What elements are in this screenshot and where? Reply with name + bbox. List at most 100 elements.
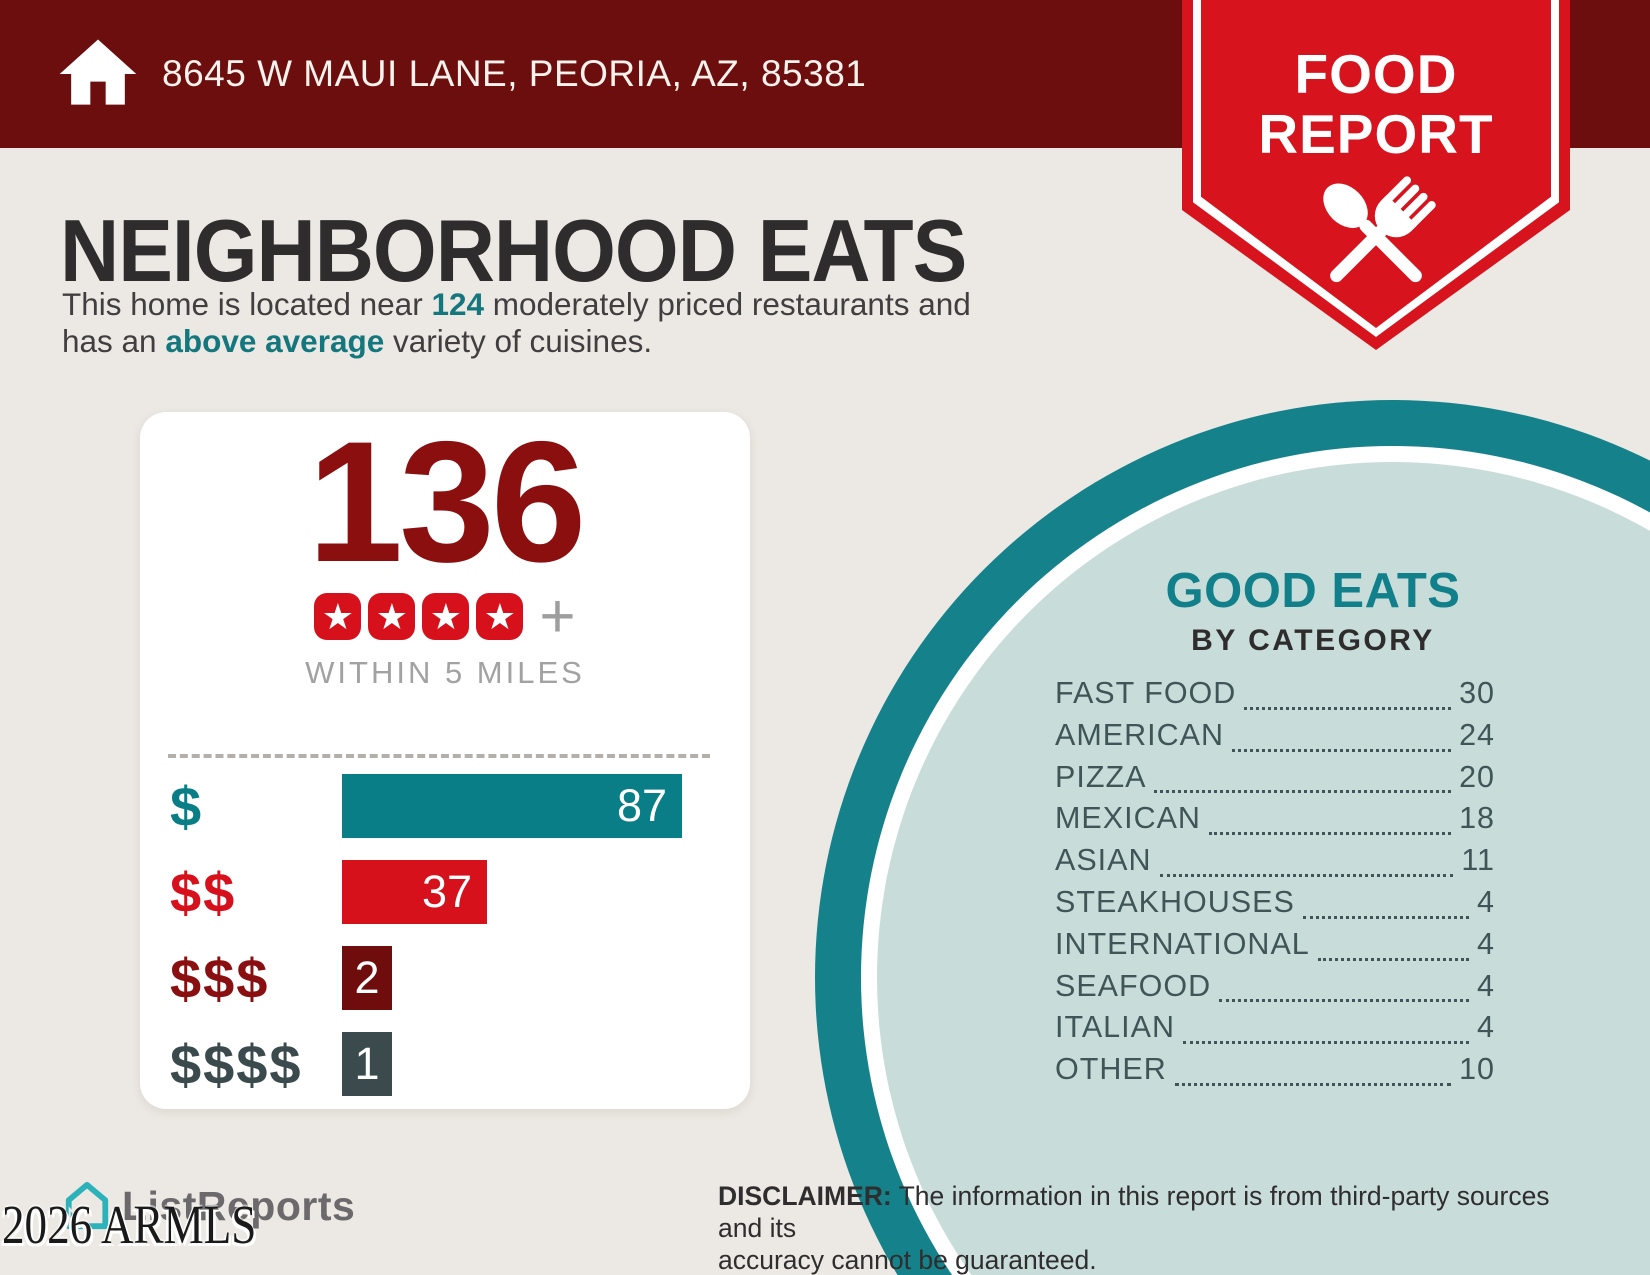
bar-row: $$ 37 — [140, 860, 750, 924]
category-row: FAST FOOD 30 — [1055, 676, 1495, 718]
category-value: 10 — [1459, 1052, 1495, 1087]
category-leader — [1159, 873, 1454, 877]
disclaimer-text1: The information in this report is from t… — [718, 1181, 1550, 1243]
category-value: 20 — [1459, 759, 1495, 794]
category-row: MEXICAN 18 — [1055, 801, 1495, 843]
dashed-divider — [168, 754, 710, 758]
category-value: 4 — [1477, 926, 1495, 961]
disclaimer-line2: accuracy cannot be guaranteed. — [718, 1244, 1558, 1275]
good-eats-title: GOOD EATS — [1165, 564, 1461, 618]
category-leader — [1183, 1041, 1470, 1045]
variety-highlight: above average — [165, 323, 385, 359]
bar-row: $$$$ 1 — [140, 1032, 750, 1096]
intro-line1-pre: This home is located near — [62, 286, 432, 322]
intro-line2-pre: has an — [62, 323, 166, 359]
price-label: $$$$ — [170, 1032, 303, 1096]
price-label: $$$ — [170, 946, 270, 1010]
circle-white-ring — [861, 446, 1650, 1275]
bar-value: 2 — [354, 952, 380, 1003]
category-value: 30 — [1459, 676, 1495, 710]
category-label: FAST FOOD — [1055, 676, 1237, 710]
restaurant-count: 124 — [431, 286, 484, 322]
bar-value: 87 — [616, 780, 667, 831]
category-row: SEAFOOD 4 — [1055, 969, 1495, 1011]
yelp-star-icon: ★ — [368, 593, 416, 640]
bar-value: 37 — [421, 866, 472, 917]
badge-title: FOOD REPORT — [1182, 44, 1570, 164]
stats-card: 136 ★ ★ ★ ★ + WITHIN 5 MILES $ 87 $$ 37 $$$ … — [140, 412, 750, 1109]
category-list: FAST FOOD 30 AMERICAN 24 PIZZA 20 MEXICA… — [1055, 676, 1495, 1094]
yelp-star-icon: ★ — [476, 593, 524, 640]
category-row: STEAKHOUSES 4 — [1055, 885, 1495, 927]
category-row: ASIAN 11 — [1055, 843, 1495, 885]
price-bar-chart: $ 87 $$ 37 $$$ 2 $$$$ 1 — [140, 774, 750, 1118]
category-label: PIZZA — [1055, 759, 1147, 794]
listreports-logo-text: ListReports — [122, 1182, 356, 1229]
watermark: 2026 ARMLS — [2, 1194, 257, 1255]
category-leader — [1244, 706, 1452, 710]
disclaimer-label: DISCLAIMER: — [718, 1181, 892, 1211]
star-rating: ★ ★ ★ ★ + — [140, 582, 750, 651]
listreports-logo: ListReports — [62, 1180, 355, 1232]
price-bar: 37 — [342, 860, 487, 924]
price-label: $$ — [170, 860, 237, 924]
category-value: 4 — [1477, 968, 1495, 1003]
category-label: OTHER — [1055, 1052, 1167, 1087]
good-eats-subtitle: BY CATEGORY — [1191, 624, 1435, 657]
category-leader — [1174, 1082, 1452, 1086]
disclaimer: DISCLAIMER: The information in this repo… — [718, 1180, 1558, 1275]
badge-title-line1: FOOD — [1294, 43, 1458, 105]
category-label: ASIAN — [1055, 843, 1152, 878]
bar-row: $$$ 2 — [140, 946, 750, 1010]
property-address: 8645 W MAUI LANE, PEORIA, AZ, 85381 — [162, 53, 867, 94]
category-row: ITALIAN 4 — [1055, 1010, 1495, 1052]
good-eats-header: GOOD EATS BY CATEGORY — [1063, 563, 1563, 658]
category-row: AMERICAN 24 — [1055, 718, 1495, 760]
yelp-star-icon: ★ — [422, 593, 470, 640]
intro-text: This home is located near 124 moderately… — [62, 286, 971, 360]
home-icon — [59, 39, 137, 105]
category-row: OTHER 10 — [1055, 1052, 1495, 1094]
category-value: 4 — [1477, 1010, 1495, 1045]
category-leader — [1208, 832, 1452, 836]
category-value: 4 — [1477, 884, 1495, 919]
intro-line1-post: moderately priced restaurants and — [484, 286, 971, 322]
category-label: AMERICAN — [1055, 717, 1224, 752]
price-bar: 1 — [342, 1032, 392, 1096]
category-label: MEXICAN — [1055, 801, 1201, 836]
category-label: STEAKHOUSES — [1055, 884, 1295, 919]
price-bar: 87 — [342, 774, 682, 838]
bar-row: $ 87 — [140, 774, 750, 838]
category-label: ITALIAN — [1055, 1010, 1175, 1045]
listreports-logo-icon — [65, 1181, 109, 1230]
radius-label: WITHIN 5 MILES — [305, 655, 585, 690]
food-report-badge: FOOD REPORT — [1182, 0, 1570, 350]
intro-line1: This home is located near 124 moderately… — [62, 286, 971, 323]
price-label: $ — [170, 774, 204, 838]
intro-line2-post: variety of cuisines. — [384, 323, 653, 359]
page-title: NEIGHBORHOOD EATS — [60, 203, 967, 301]
category-leader — [1232, 748, 1452, 752]
category-value: 11 — [1461, 843, 1495, 878]
category-label: SEAFOOD — [1055, 968, 1212, 1003]
disclaimer-line1: DISCLAIMER: The information in this repo… — [718, 1180, 1558, 1244]
category-label: INTERNATIONAL — [1055, 926, 1310, 961]
total-count: 136 — [307, 406, 587, 598]
disclaimer-text2: accuracy cannot be guaranteed. — [718, 1245, 1097, 1275]
category-leader — [1219, 999, 1470, 1003]
utensils-icon — [1323, 176, 1436, 283]
category-leader — [1154, 790, 1452, 794]
category-leader — [1302, 915, 1470, 919]
bar-value: 1 — [354, 1038, 380, 1089]
category-row: PIZZA 20 — [1055, 760, 1495, 802]
category-value: 24 — [1459, 717, 1495, 752]
category-value: 18 — [1459, 801, 1495, 836]
price-bar: 2 — [342, 946, 392, 1010]
category-row: INTERNATIONAL 4 — [1055, 927, 1495, 969]
category-leader — [1317, 957, 1470, 961]
yelp-star-icon: ★ — [314, 593, 362, 640]
badge-title-line2: REPORT — [1258, 103, 1494, 165]
intro-line2: has an above average variety of cuisines… — [62, 323, 971, 360]
plus-icon: + — [539, 582, 576, 651]
